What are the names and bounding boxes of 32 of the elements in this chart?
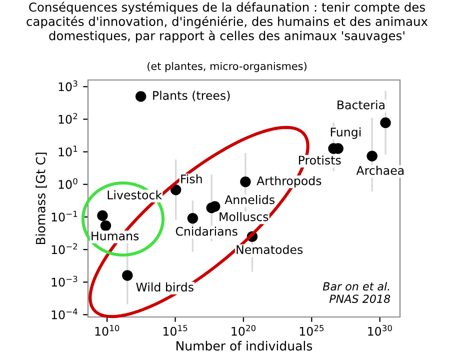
annotation: Protists [299, 155, 341, 165]
x-tick-label: 10$^{10}$ [95, 324, 120, 336]
y-tick-label: 10$^{−4}$ [52, 308, 78, 320]
chart-subtitle: (et plantes, micro-organismes) [148, 62, 306, 72]
annotation: Arthropods [256, 176, 322, 188]
y-tick-label: 10$^{−3}$ [52, 276, 78, 287]
annotation: Annelids [224, 195, 275, 204]
x-tick-label: 10$^{15}$ [164, 325, 188, 336]
x-axis-title: Number of individuals [176, 340, 312, 351]
annotation: Humans [92, 232, 139, 240]
annotation: Bacteria [338, 100, 384, 110]
annotation: Livestock [108, 190, 162, 200]
annotation: Wild birds [136, 282, 194, 292]
annotation: Fungi [330, 127, 361, 139]
x-tick-label: 10$^{25}$ [300, 324, 324, 336]
x-tick-label: 10$^{30}$ [368, 324, 392, 336]
annotation: Archaea [356, 166, 404, 175]
y-tick-label: 10$^{3}$ [58, 80, 78, 92]
y-tick-label: 10$^{−1}$ [52, 210, 78, 222]
chart-title: Conséquences systémiques de la défaunation : tenir compte des capacités d'innovation, d'ingéniérie, des humains et des animaux domestiques, par rapport à celles des animaux 'sauvages' [26, 2, 428, 43]
annotation: Cnidarians [176, 226, 238, 236]
annotation: Plants (trees) [153, 90, 230, 102]
y-tick-label: 10$^{1}$ [58, 146, 78, 156]
annotation: Nematodes [236, 244, 303, 254]
annotation: Bar on et al. PNAS 2018 [322, 282, 390, 303]
y-tick-label: 10$^{−2}$ [52, 243, 78, 254]
annotation: Molluscs [220, 212, 268, 222]
y-axis-title: Biomass [Gt C] [36, 152, 47, 244]
y-tick-label: 10$^{0}$ [58, 178, 78, 189]
annotation: Fish [181, 174, 202, 184]
y-tick-label: 10$^{2}$ [58, 112, 78, 124]
x-tick-label: 10$^{20}$ [232, 324, 256, 336]
